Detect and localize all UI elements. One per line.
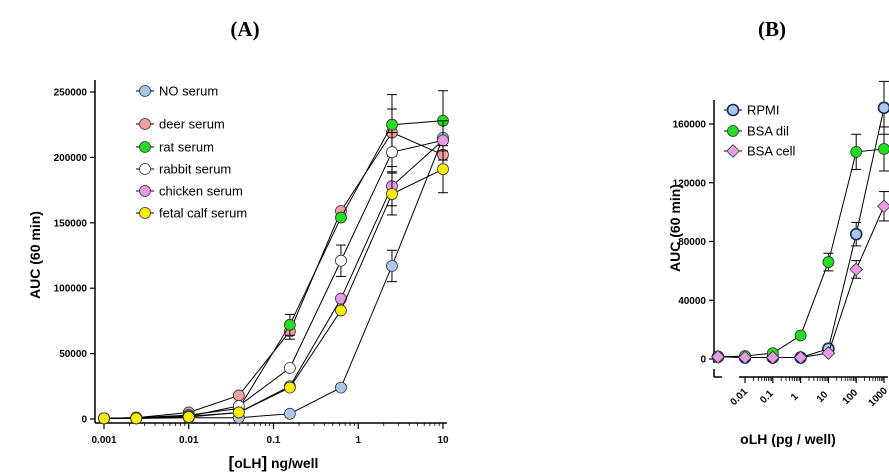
legend-item: deer serum — [136, 117, 225, 132]
x-tick-label-a: 10 — [437, 435, 449, 446]
chart-panel-b: (B) 0 40000 80000 120000 160000 0.01 0.1 1 10 100 1… — [667, 17, 889, 447]
x-tick-label-b: 100 — [841, 387, 861, 407]
legend-marker — [727, 125, 739, 137]
x-tick-label-b: 0.1 — [758, 388, 776, 406]
legend-label: fetal calf serum — [159, 206, 247, 221]
data-point — [850, 146, 863, 158]
data-point — [386, 118, 398, 131]
x-tick-label-a: 0.001 — [91, 435, 116, 446]
data-point — [182, 411, 195, 423]
series-a-5 — [98, 145, 449, 425]
series-b-1 — [712, 126, 889, 363]
series-line — [717, 148, 885, 358]
x-axis-label-a: [oLH] ng/well — [229, 453, 319, 472]
data-point — [130, 412, 143, 425]
data-point — [793, 350, 808, 365]
y-tick-label-a: 150000 — [54, 218, 88, 229]
x-tick-label-b: 10 — [815, 389, 831, 405]
legend-item: RPMI — [724, 103, 780, 118]
data-point — [849, 227, 863, 241]
panel-label-a: (A) — [230, 17, 259, 41]
y-tick-label-a: 100000 — [54, 284, 88, 295]
legend-marker — [139, 207, 151, 219]
data-point — [283, 407, 296, 420]
legend-marker — [139, 185, 151, 197]
legend-label: BSA dil — [747, 124, 789, 139]
data-point — [283, 318, 296, 331]
legend-marker — [139, 141, 151, 153]
y-tick-label-a: 200000 — [54, 153, 88, 164]
series-a-2 — [98, 90, 449, 425]
y-axis-label-b: AUC (60 min) — [667, 184, 683, 272]
x-tick-label-b: 1000 — [866, 385, 889, 409]
data-point — [822, 256, 835, 268]
legend-marker — [139, 118, 151, 130]
data-point — [335, 211, 347, 224]
data-point — [437, 134, 449, 147]
legend-item: rabbit serum — [136, 162, 231, 177]
legend-label: RPMI — [747, 103, 780, 118]
y-tick-label-b: 120000 — [673, 178, 707, 189]
x-tick-label-b: 0.01 — [728, 386, 750, 408]
series-line — [104, 168, 444, 419]
y-tick-label-b: 160000 — [673, 120, 707, 131]
legend-item: fetal calf serum — [136, 206, 247, 221]
legend-label: rat serum — [159, 140, 214, 155]
data-point — [765, 350, 780, 365]
legend-label: deer serum — [159, 117, 225, 132]
data-point — [877, 101, 889, 115]
legend-marker — [139, 163, 151, 175]
x-tick-label-b: 1 — [789, 391, 801, 403]
data-point — [335, 381, 347, 394]
data-point — [878, 143, 889, 155]
x-tick-label-a: 1 — [355, 435, 361, 446]
data-point — [283, 362, 296, 374]
legend-item: chicken serum — [136, 184, 243, 199]
y-tick-label-a: 0 — [81, 415, 87, 426]
legend-label: BSA cell — [747, 144, 796, 159]
data-point — [794, 329, 807, 342]
data-point — [283, 381, 296, 394]
legend-item: BSA dil — [724, 124, 789, 139]
legend-label: NO serum — [159, 84, 218, 99]
data-point — [821, 346, 836, 360]
data-point — [98, 412, 110, 425]
y-tick-label-b: 80000 — [678, 237, 706, 248]
data-point — [437, 163, 449, 176]
x-tick-label-a: 0.1 — [267, 435, 281, 446]
chart-panel-a: (A) 0 50000 100000 150000 200000 250000 0.001 0.… — [27, 17, 449, 472]
data-point — [335, 304, 347, 317]
legend-item: NO serum — [136, 84, 218, 99]
panel-label-b: (B) — [758, 17, 786, 41]
x-tick-label-a: 0.01 — [179, 435, 199, 446]
data-point — [849, 262, 864, 277]
series-b-2 — [711, 191, 889, 365]
x-axis-label-b: oLH (pg / well) — [740, 431, 836, 447]
legend-marker — [726, 144, 740, 158]
series-line — [103, 139, 444, 419]
legend-marker — [726, 103, 740, 117]
y-axis-label-a: AUC (60 min) — [27, 211, 43, 299]
data-point — [386, 146, 398, 159]
legend-label: chicken serum — [159, 184, 243, 199]
legend-label: rabbit serum — [159, 162, 231, 177]
data-point — [738, 350, 752, 365]
data-point — [335, 254, 347, 267]
data-point — [232, 389, 245, 402]
data-point — [711, 349, 725, 364]
y-tick-label-a: 50000 — [59, 349, 87, 360]
data-point — [386, 188, 398, 200]
data-point — [232, 406, 245, 419]
data-point — [877, 199, 889, 214]
legend-item: rat serum — [136, 140, 214, 155]
y-tick-label-b: 0 — [700, 355, 706, 366]
y-tick-label-b: 40000 — [678, 296, 706, 307]
data-point — [386, 260, 398, 272]
legend-item: BSA cell — [724, 144, 796, 159]
legend-marker — [139, 85, 151, 97]
series-b-0 — [711, 80, 889, 364]
y-tick-label-a: 250000 — [54, 88, 88, 99]
